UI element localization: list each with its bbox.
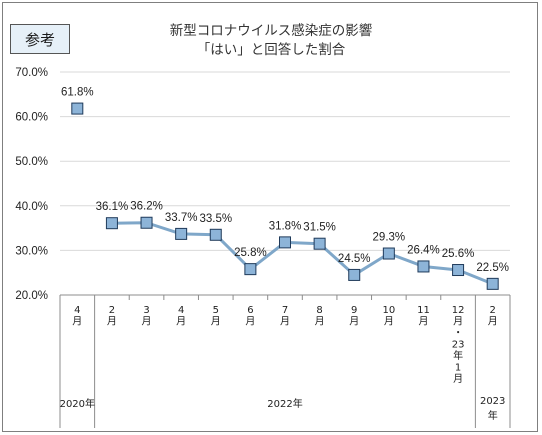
data-label: 26.4% [407, 244, 440, 256]
data-point [313, 237, 326, 250]
chart-title-line2: 「はい」と回答した割合 [196, 42, 346, 58]
y-tick-label: 70.0% [15, 67, 48, 79]
y-tick-label: 50.0% [15, 156, 48, 168]
data-label: 61.8% [61, 87, 94, 99]
x-category-label: 11 月 [417, 305, 430, 328]
data-label: 33.5% [199, 213, 232, 225]
year-label: 2023 年 [480, 396, 505, 422]
chart-frame [2, 2, 538, 432]
chart-title: 新型コロナウイルス感染症の影響 「はい」と回答した割合 [140, 22, 402, 60]
data-point [348, 268, 361, 281]
chart-title-line1: 新型コロナウイルス感染症の影響 [169, 23, 373, 39]
data-label: 31.5% [303, 222, 336, 234]
data-point [175, 227, 188, 240]
data-label: 22.5% [476, 262, 509, 274]
data-point [279, 236, 291, 249]
data-label: 36.1% [96, 201, 129, 213]
data-label: 24.5% [338, 253, 371, 265]
y-tick-label: 40.0% [15, 201, 48, 213]
x-category-label: 10 月 [382, 305, 395, 328]
data-point [417, 260, 430, 273]
data-point [382, 247, 395, 260]
data-label: 36.2% [130, 201, 163, 213]
year-label: 2022年 [267, 397, 302, 410]
data-label: 25.8% [234, 247, 267, 259]
data-label: 25.6% [442, 248, 475, 260]
data-label: 33.7% [165, 212, 198, 224]
y-tick-label: 30.0% [15, 245, 48, 257]
data-label: 31.8% [269, 220, 302, 232]
data-point [105, 217, 118, 230]
data-point [244, 263, 257, 276]
year-label: 2020年 [60, 397, 95, 410]
data-point [486, 277, 499, 290]
x-category-label: 12 月・ 23 年 1 月 [452, 305, 465, 385]
data-label: 29.3% [373, 232, 406, 244]
data-point [209, 228, 222, 241]
reference-badge: 参考 [10, 24, 70, 54]
data-point [452, 264, 465, 277]
y-tick-label: 20.0% [15, 290, 48, 302]
data-point [71, 102, 84, 115]
y-tick-label: 60.0% [15, 112, 48, 124]
data-point [140, 216, 153, 229]
